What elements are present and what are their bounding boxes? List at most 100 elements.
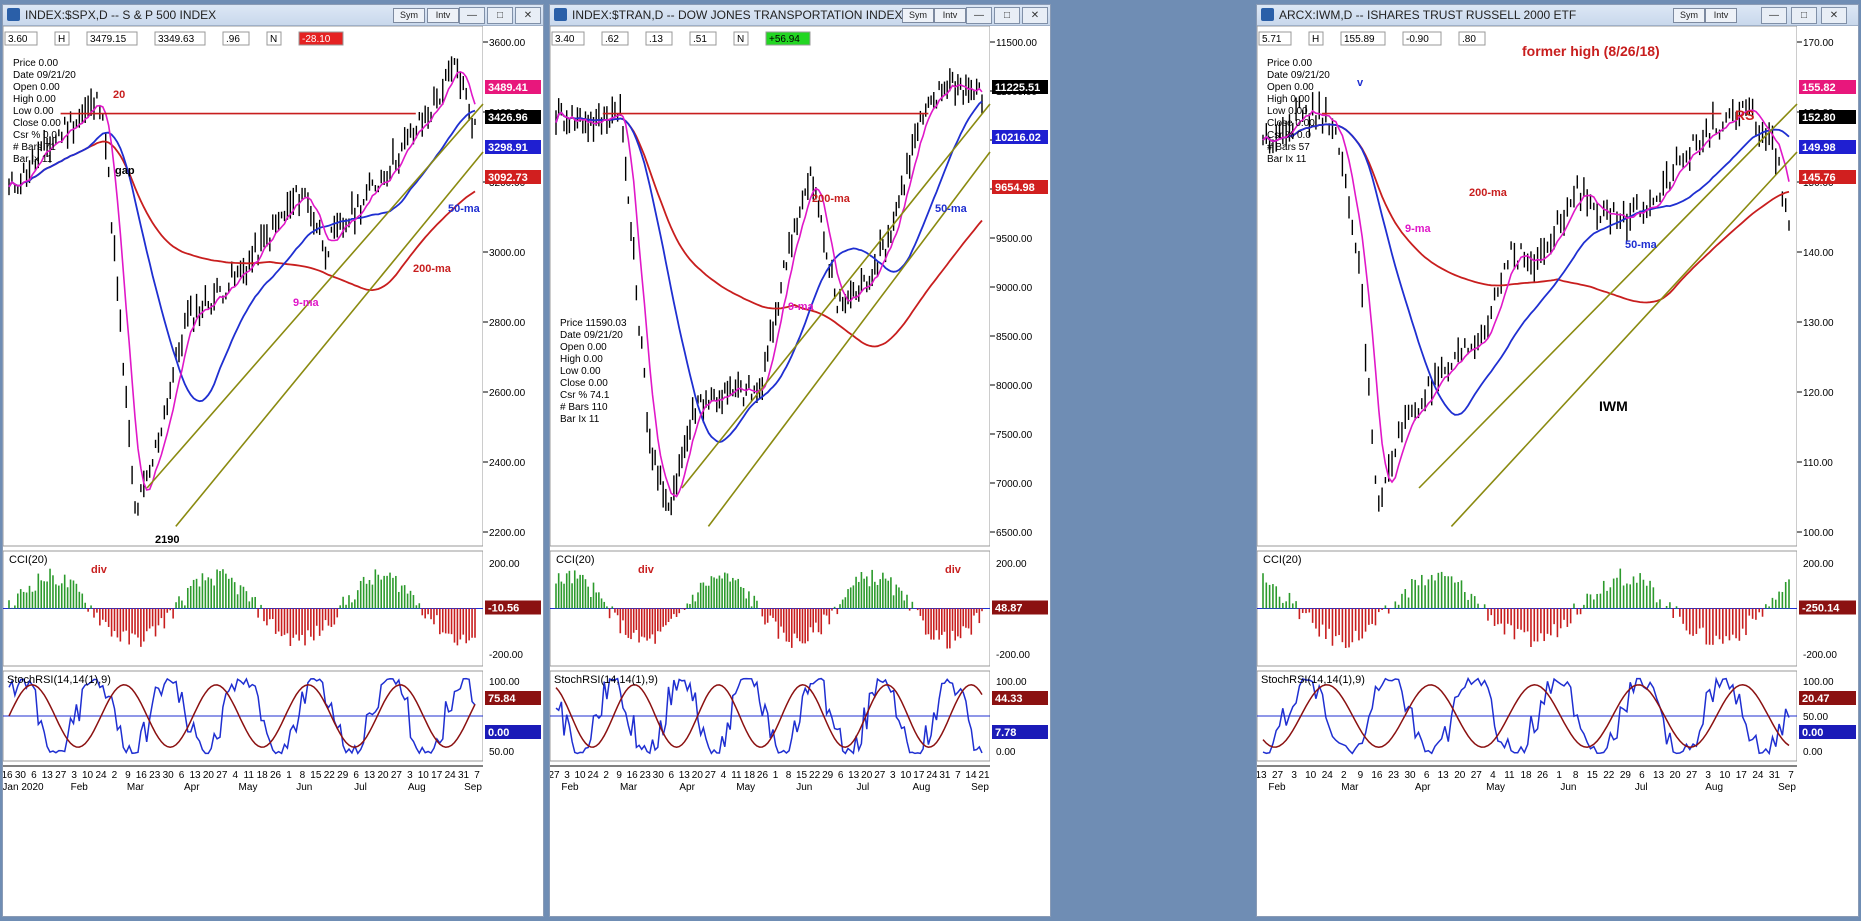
stoch-label: StochRSI(14,14(1),9) [7,674,111,686]
iwm-chart[interactable]: 170.00160.00150.00140.00130.00120.00110.… [1257,26,1858,916]
maximize-button[interactable]: □ [994,7,1020,24]
price-label-box [485,110,541,124]
info-line: Date 09/21/20 [13,70,76,81]
stoch-value: 0.00 [488,727,509,739]
50-ma-line [1262,123,1790,416]
header-cell [54,31,70,46]
info-line: Close 0.00 [1267,118,1315,129]
chart-annotation: 9-ma [788,301,815,313]
x-axis-tick-label: 13 [1257,770,1267,781]
info-line: Bar Ix 11 [560,414,600,425]
spx-chart[interactable]: 3600.003400.003200.003000.002800.002600.… [3,26,543,916]
x-axis-tick-label: 23 [149,770,161,781]
intv-button[interactable]: Intv [1705,8,1737,23]
x-axis-tick-label: 24 [445,770,457,781]
header-cell-text: H [58,34,65,45]
x-axis-tick-label: 30 [1405,770,1417,781]
x-axis-month-label: Sep [464,782,482,793]
price-axis-tick-label: 140.00 [1803,248,1834,259]
minimize-button[interactable]: — [966,7,992,24]
cci-axis-tick-label: 200.00 [489,559,520,570]
x-axis-tick-label: 11 [731,770,742,781]
maximize-button[interactable]: □ [1791,7,1817,24]
minimize-button[interactable]: — [1761,7,1787,24]
info-line: Price 0.00 [1267,58,1312,69]
trend-channel-upper [681,103,991,489]
x-axis-tick-label: 6 [353,770,359,781]
price-axis-tick-label: 3000.00 [489,248,526,259]
tran-chart[interactable]: 11500.0011000.0010500.0010000.009500.009… [550,26,1050,916]
price-label: 3298.91 [488,142,528,154]
info-line: Open 0.00 [1267,82,1314,93]
x-axis-tick-label: 3 [1705,770,1711,781]
chart-annotation: 20 [113,89,125,101]
window-titlebar[interactable]: INDEX:$TRAN,D -- DOW JONES TRANSPORTATIO… [550,5,1050,26]
x-axis-tick-label: 15 [1587,770,1599,781]
info-line: Csr % 0.0 [13,130,57,141]
x-axis-tick-label: 4 [721,770,727,781]
x-axis-tick-label: 10 [574,770,586,781]
minimize-button[interactable]: — [459,7,485,24]
info-line: Date 09/21/20 [1267,70,1330,81]
sym-button[interactable]: Sym [1673,8,1705,23]
header-cell [551,31,585,46]
stoch-value-box [1799,691,1856,705]
window-title: INDEX:$SPX,D -- S & P 500 INDEX [25,8,217,22]
price-label: 9654.98 [995,182,1035,194]
info-line: High 0.00 [1267,94,1310,105]
iwm-chart-window: ARCX:IWM,D -- ISHARES TRUST RUSSELL 2000… [1256,4,1859,917]
x-axis-tick-label: 3 [564,770,570,781]
sym-button[interactable]: Sym [393,8,425,23]
x-axis-tick-label: 11 [244,770,255,781]
header-cell [1340,31,1386,46]
50-ma-line [8,109,476,403]
stoch-axis-tick-label: 0.00 [996,747,1016,758]
x-axis-tick-label: 13 [679,770,691,781]
x-axis-tick-label: 10 [1719,770,1731,781]
price-axis-tick-label: 110.00 [1803,458,1833,469]
price-label-box [1799,170,1856,184]
x-axis-tick-label: 31 [1769,770,1781,781]
close-button[interactable]: ✕ [1022,7,1048,24]
info-line: Low 0.00 [1267,106,1308,117]
window-titlebar[interactable]: ARCX:IWM,D -- ISHARES TRUST RUSSELL 2000… [1257,5,1858,26]
x-axis-tick-label: 27 [874,770,886,781]
x-axis-tick-label: 30 [15,770,27,781]
x-axis-month-label: Feb [561,782,579,793]
intv-button[interactable]: Intv [427,8,459,23]
price-label-box [485,140,541,154]
close-button[interactable]: ✕ [515,7,541,24]
window-titlebar[interactable]: INDEX:$SPX,D -- S & P 500 INDEX Sym Intv… [3,5,543,26]
x-axis-tick-label: 26 [270,770,282,781]
intv-button[interactable]: Intv [934,8,966,23]
x-axis-tick-label: 16 [627,770,639,781]
info-line: # Bars 71 [13,142,56,153]
chart-annotation: RS [1735,107,1754,123]
sym-button[interactable]: Sym [902,8,934,23]
x-axis-tick-label: 24 [1752,770,1764,781]
cci-axis-tick-label: -200.00 [1803,650,1837,661]
info-line: # Bars 57 [1267,142,1310,153]
stoch-axis-tick-label: 50.00 [489,747,514,758]
x-axis-month-label: Aug [408,782,426,793]
maximize-button[interactable]: □ [487,7,513,24]
stoch-value-box [485,691,541,705]
chart-annotation: 9-ma [293,297,320,309]
close-button[interactable]: ✕ [1821,7,1847,24]
chart-annotation: 50-ma [448,203,481,215]
info-line: Low 0.00 [560,366,601,377]
price-label: 3426.96 [488,112,528,124]
x-axis-tick-label: 27 [1272,770,1284,781]
header-cell-text: 5.71 [1262,34,1282,45]
stoch-rsi-line [8,677,476,755]
x-axis-tick-label: 2 [112,770,118,781]
info-line: Csr % 74.1 [560,390,610,401]
info-line: High 0.00 [13,94,56,105]
chart-annotation: IWM [1599,398,1628,414]
header-cell-text: .96 [226,34,240,45]
x-axis-month-label: Aug [1705,782,1723,793]
header-cell [4,31,38,46]
x-axis-tick-label: 6 [838,770,844,781]
header-cell [266,31,282,46]
stoch-axis-tick-label: 100.00 [489,677,520,688]
